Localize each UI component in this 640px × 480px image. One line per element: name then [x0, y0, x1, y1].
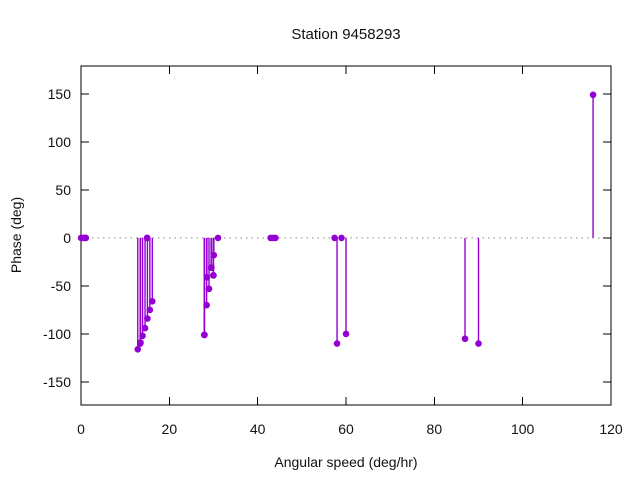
data-point	[146, 306, 154, 314]
x-tick-label: 100	[511, 421, 535, 437]
x-tick-label: 0	[77, 421, 85, 437]
data-point	[208, 264, 215, 271]
data-point	[144, 315, 151, 322]
x-tick-label: 20	[162, 421, 178, 437]
x-tick-label: 120	[599, 421, 623, 437]
data-point	[214, 234, 222, 242]
y-tick-label: -150	[43, 374, 71, 390]
y-tick-label: 50	[55, 182, 71, 198]
y-axis-label: Phase (deg)	[8, 196, 24, 274]
data-point	[342, 330, 350, 338]
data-point	[272, 234, 279, 242]
y-tick-label: -100	[43, 326, 71, 342]
data-point	[461, 335, 469, 343]
x-tick-label: 40	[250, 421, 266, 437]
data-point	[201, 331, 208, 339]
y-tick-label: -50	[51, 278, 71, 294]
data-point	[210, 272, 217, 279]
data-point	[139, 332, 146, 340]
data-point	[338, 234, 345, 242]
chart-title: Station 9458293	[291, 26, 401, 43]
plot-border	[80, 65, 612, 406]
data-point	[475, 340, 482, 347]
data-point	[148, 297, 156, 305]
data-point	[589, 91, 597, 99]
data-point	[203, 301, 210, 309]
data-point	[82, 234, 90, 242]
data-point	[134, 346, 142, 353]
data-point	[205, 285, 213, 293]
data-point	[333, 340, 341, 347]
x-tick-label: 60	[338, 421, 354, 437]
data-point	[137, 339, 144, 346]
data-point	[141, 324, 149, 332]
x-axis-label: Angular speed (deg/hr)	[274, 454, 418, 470]
data-point	[203, 273, 211, 281]
x-tick-label: 80	[427, 421, 443, 437]
data-point	[143, 234, 151, 242]
y-tick-label: 0	[63, 230, 71, 246]
y-tick-label: 150	[48, 86, 72, 102]
y-tick-label: 100	[48, 134, 72, 150]
data-point	[210, 251, 218, 259]
data-point	[331, 234, 338, 242]
